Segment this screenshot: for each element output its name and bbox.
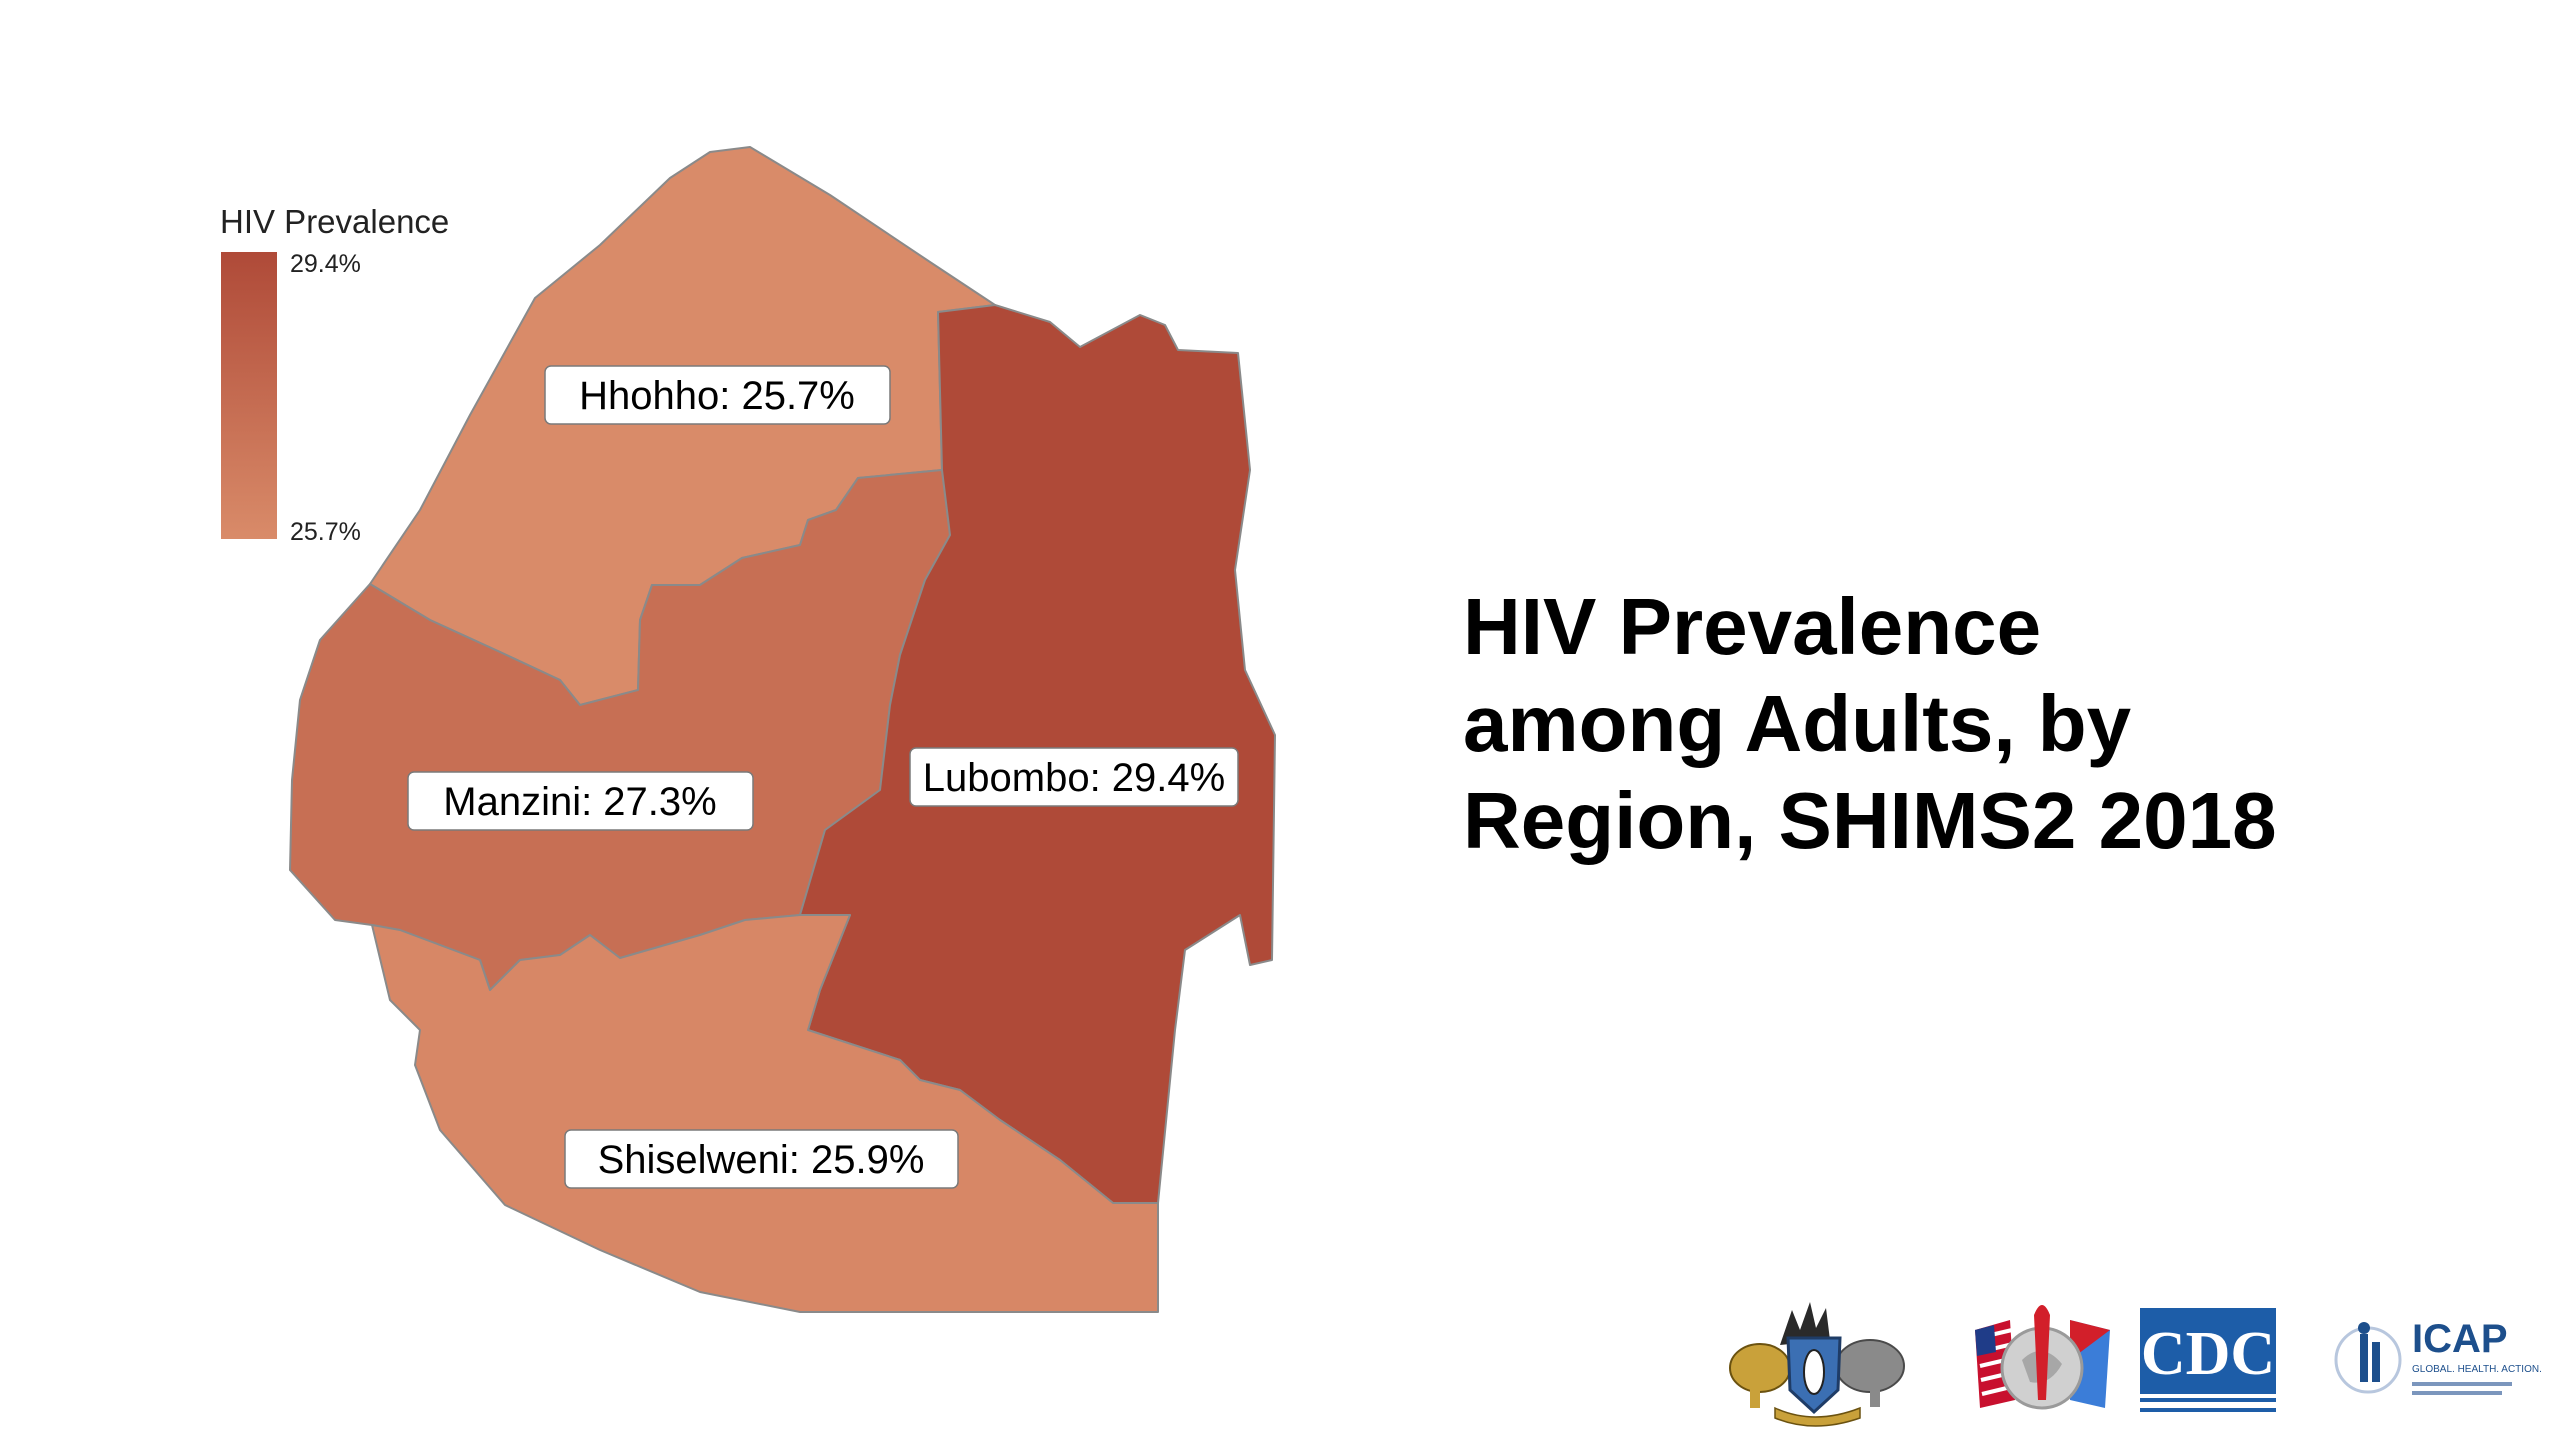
region-shiselweni[interactable] <box>371 914 1159 1313</box>
slide-title-line-3: Region, SHIMS2 2018 <box>1463 776 2277 865</box>
slide-title: HIV Prevalence among Adults, by Region, … <box>1463 578 2463 869</box>
pepfar-logo <box>1975 1305 2110 1410</box>
icap-logo: ICAP GLOBAL. HEALTH. ACTION. <box>2334 1317 2542 1395</box>
label-hhohho-text: Hhohho: 25.7% <box>579 374 855 418</box>
icap-logo-subtext: GLOBAL. HEALTH. ACTION. <box>2412 1364 2542 1375</box>
label-manzini-text: Manzini: 27.3% <box>443 780 716 824</box>
slide-title-line-1: HIV Prevalence <box>1463 582 2042 671</box>
legend: HIV Prevalence 29.4% 25.7% <box>220 203 449 546</box>
slide-title-line-2: among Adults, by <box>1463 679 2132 768</box>
label-shiselweni: Shiselweni: 25.9% <box>564 1129 959 1189</box>
label-hhohho: Hhohho: 25.7% <box>544 365 891 425</box>
logo-strip: CDC ICAP GLOBAL. HEALTH. ACTION. <box>1729 1302 2542 1427</box>
legend-min-label: 25.7% <box>290 518 361 546</box>
label-lubombo-text: Lubombo: 29.4% <box>923 756 1225 800</box>
label-shiselweni-text: Shiselweni: 25.9% <box>598 1138 925 1182</box>
legend-title: HIV Prevalence <box>220 203 449 240</box>
eswatini-coat-of-arms-logo <box>1729 1302 1905 1427</box>
label-manzini: Manzini: 27.3% <box>407 771 754 831</box>
label-lubombo: Lubombo: 29.4% <box>909 747 1239 807</box>
legend-max-label: 29.4% <box>290 250 361 278</box>
legend-color-bar <box>221 252 277 539</box>
icap-logo-text: ICAP <box>2412 1317 2508 1361</box>
cdc-logo-text: CDC <box>2141 1320 2275 1388</box>
cdc-logo: CDC <box>2140 1308 2276 1412</box>
